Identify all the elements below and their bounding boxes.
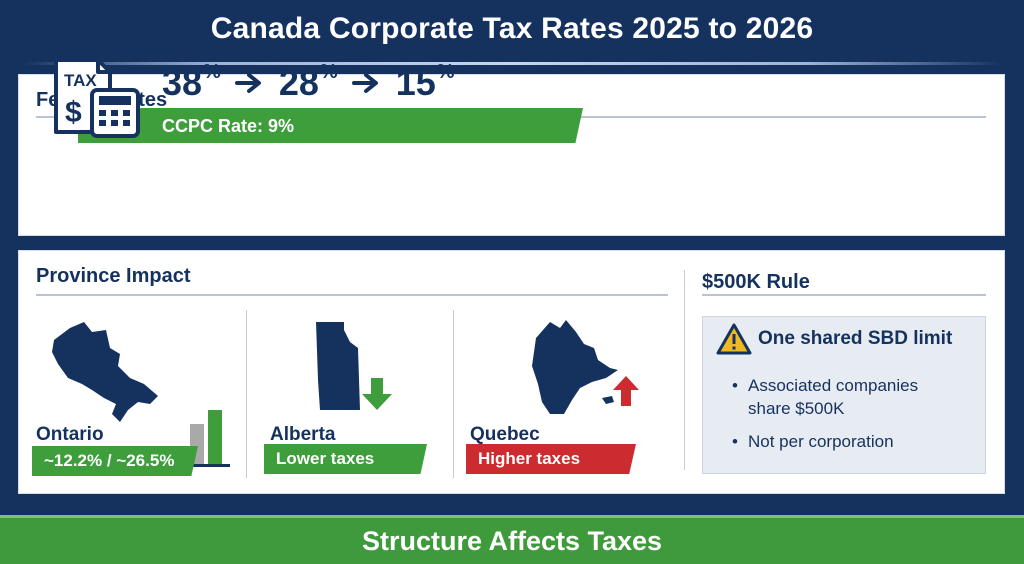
warning-icon — [716, 322, 752, 356]
bullet-dot: • — [732, 430, 738, 453]
ontario-rate-tag: ~12.2% / ~26.5% — [32, 446, 198, 476]
ontario-map-icon — [46, 318, 166, 430]
svg-text:$: $ — [65, 96, 82, 129]
rule-bullet-line: share $500K — [748, 397, 918, 420]
rule-bullet-line: Associated companies — [748, 374, 918, 397]
rule-divider — [702, 294, 986, 296]
footer-banner: Structure Affects Taxes — [0, 515, 1024, 564]
province-name-ontario: Ontario — [36, 424, 104, 446]
rule-bullet: • Not per corporation — [748, 430, 894, 453]
rate-value: 15% — [396, 62, 455, 104]
rate-value: 28% — [279, 62, 338, 104]
province-impact-heading: Province Impact — [36, 265, 191, 288]
tax-calculator-icon: TAX $ — [40, 56, 148, 140]
quebec-tax-tag: Higher taxes — [466, 444, 636, 474]
sbd-warning-text: One shared SBD limit — [758, 328, 952, 350]
arrow-right-icon — [235, 71, 265, 95]
rule-bullet: • Associated companies share $500K — [748, 374, 918, 420]
ccpc-rate-band — [78, 108, 583, 143]
svg-text:TAX: TAX — [64, 71, 97, 90]
column-divider — [453, 310, 454, 478]
alberta-map-icon — [314, 320, 362, 412]
arrow-right-icon — [352, 71, 382, 95]
province-name-quebec: Quebec — [470, 424, 540, 446]
alberta-tax-tag: Lower taxes — [264, 444, 427, 474]
page-title: Canada Corporate Tax Rates 2025 to 2026 — [0, 0, 1024, 58]
column-divider — [684, 270, 685, 470]
quebec-map-icon — [528, 318, 620, 418]
bullet-dot: • — [732, 374, 738, 397]
rate-value: 38% — [162, 62, 221, 104]
ccpc-rate-label: CCPC Rate: 9% — [162, 116, 294, 137]
province-divider — [36, 294, 668, 296]
column-divider — [246, 310, 247, 478]
province-name-alberta: Alberta — [270, 424, 335, 446]
arrow-up-icon — [612, 374, 640, 408]
rule-heading: $500K Rule — [702, 271, 810, 294]
federal-rate-sequence: 38% 28% 15% — [162, 62, 455, 104]
arrow-down-icon — [360, 376, 394, 412]
rule-bullet-line: Not per corporation — [748, 430, 894, 453]
